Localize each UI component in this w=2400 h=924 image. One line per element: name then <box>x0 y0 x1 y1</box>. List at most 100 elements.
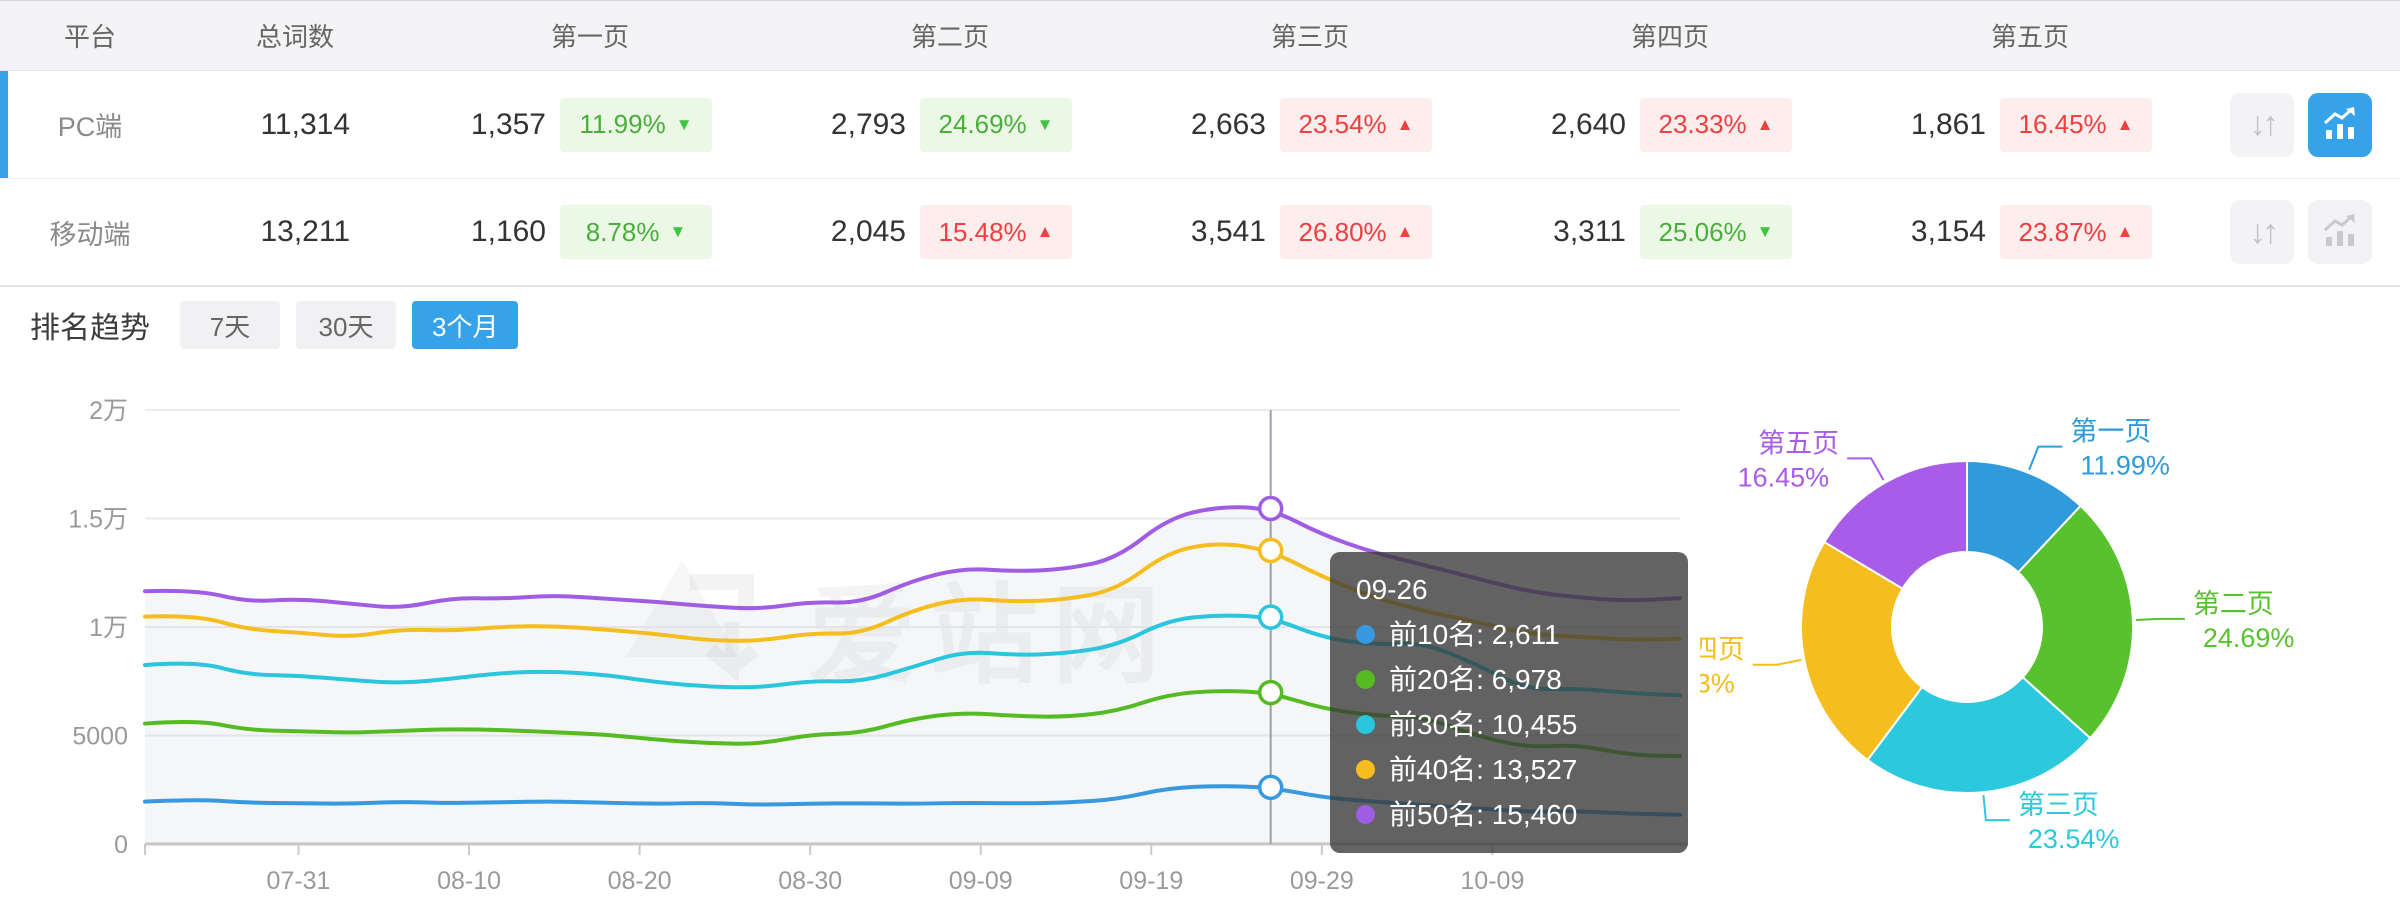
trend-down-icon: ▼ <box>675 114 693 134</box>
platform-label: 移动端 <box>49 219 131 250</box>
trend-down-icon: ▼ <box>669 222 687 241</box>
x-axis-label: 08-30 <box>778 867 842 895</box>
donut-label-line <box>1982 795 2010 822</box>
page1-count: 1,357 <box>470 107 546 141</box>
donut-label-name: 第五页 <box>1758 428 1839 458</box>
trend-up-icon: ▲ <box>2116 114 2134 134</box>
series-color-dot <box>1356 715 1375 734</box>
donut-label-line <box>1752 658 1802 666</box>
page5-pct-badge: 16.45% ▲ <box>2000 97 2152 152</box>
page2-count: 2,045 <box>830 215 906 248</box>
page5-count: 3,154 <box>1910 215 1986 248</box>
hover-marker-前30名 <box>1257 604 1284 630</box>
page1-count: 1,160 <box>470 215 546 248</box>
platform-label: PC端 <box>57 112 123 142</box>
sort-arrows-icon: ↓↑ <box>2249 212 2279 251</box>
trend-up-icon: ▲ <box>1036 222 1054 241</box>
trend-section-title: 排名趋势 <box>30 312 150 345</box>
y-axis-label: 1万 <box>89 614 128 642</box>
page5-pct-badge: 23.87% ▲ <box>2000 205 2152 259</box>
page2-count: 2,793 <box>830 107 906 141</box>
section-divider <box>0 285 2400 287</box>
range-30d-button[interactable]: 30天 <box>296 301 396 349</box>
table-row-pc[interactable]: PC端 11,314 1,357 11.99% ▼ 2,793 24.69% ▼ 2… <box>0 71 2400 178</box>
x-axis-label: 09-19 <box>1119 867 1183 895</box>
donut-slice-第五页[interactable] <box>1823 459 1968 590</box>
sort-arrows-icon: ↓↑ <box>2249 105 2279 143</box>
donut-slice-第二页[interactable] <box>2016 504 2134 740</box>
table-header: 平台 总词数 第一页 第二页 第三页 第四页 第五页 <box>0 1 2400 71</box>
page3-pct-badge: 23.54% ▲ <box>1280 97 1432 152</box>
donut-label-line <box>2135 617 2185 621</box>
range-3m-button[interactable]: 3个月 <box>412 301 519 349</box>
y-axis-label: 0 <box>114 831 128 859</box>
tooltip-series-value: 前10名: 2,611 <box>1389 619 1560 650</box>
page4-count: 2,640 <box>1550 107 1626 141</box>
donut-label-name: 第四页 <box>1700 635 1745 665</box>
donut-label-name: 第一页 <box>2070 417 2151 447</box>
y-axis-label: 1.5万 <box>68 506 128 534</box>
trend-down-icon: ▼ <box>1756 222 1774 241</box>
col-page4: 第四页 <box>1630 22 1709 52</box>
col-platform: 平台 <box>63 22 116 52</box>
sort-button[interactable]: ↓↑ <box>2230 200 2294 264</box>
page2-pct-badge: 15.48% ▲ <box>920 205 1072 259</box>
trend-chart-button[interactable] <box>2308 92 2372 157</box>
trend-down-icon: ▼ <box>1036 114 1054 134</box>
hover-marker-前40名 <box>1257 537 1284 564</box>
x-axis-label: 07-31 <box>267 867 331 895</box>
donut-label-name: 第二页 <box>2193 589 2274 619</box>
y-axis-label: 2万 <box>89 397 128 425</box>
hover-marker-前20名 <box>1257 679 1284 706</box>
col-page3: 第三页 <box>1270 22 1349 52</box>
hover-marker-前10名 <box>1257 774 1284 801</box>
page2-pct-badge: 24.69% ▼ <box>920 97 1072 152</box>
page3-count: 3,541 <box>1190 215 1266 248</box>
tooltip-series-value: 前50名: 15,460 <box>1389 799 1578 830</box>
trend-up-icon: ▲ <box>1396 222 1414 241</box>
trend-up-icon: ▲ <box>2116 222 2134 241</box>
page4-count: 3,311 <box>1553 215 1626 248</box>
tooltip-series-row: 前50名: 15,460 <box>1356 792 1662 837</box>
x-axis-label: 09-29 <box>1290 867 1354 895</box>
col-page1: 第一页 <box>550 22 629 52</box>
x-axis-label: 10-09 <box>1460 867 1524 895</box>
page4-pct-badge: 23.33% ▲ <box>1640 97 1792 152</box>
donut-label-line <box>2028 445 2063 471</box>
tooltip-series-value: 前20名: 6,978 <box>1389 664 1562 695</box>
trend-chart-button[interactable] <box>2308 200 2372 264</box>
donut-slice-第四页[interactable] <box>1800 540 1924 762</box>
page1-pct-badge: 8.78% ▼ <box>560 205 712 259</box>
x-axis-label: 08-10 <box>437 867 501 895</box>
donut-label-pct: 23.54% <box>2028 824 2120 854</box>
page3-pct-badge: 26.80% ▲ <box>1280 205 1432 259</box>
tooltip-series-value: 前40名: 13,527 <box>1389 754 1578 785</box>
series-color-dot <box>1356 805 1375 824</box>
range-7d-button[interactable]: 7天 <box>180 301 280 349</box>
donut-label-line <box>1847 457 1885 481</box>
series-color-dot <box>1356 760 1375 779</box>
page-distribution-donut-chart[interactable]: 第一页 11.99% 第二页 24.69% 第三页 23.54% 第四页 23.33% 第五页 1… <box>1643 377 2400 924</box>
trend-up-icon: ▲ <box>1396 114 1414 134</box>
page4-pct-badge: 25.06% ▼ <box>1640 205 1792 259</box>
page3-count: 2,663 <box>1190 107 1266 141</box>
tooltip-series-value: 前30名: 10,455 <box>1389 709 1578 740</box>
donut-slice-第三页[interactable] <box>1866 675 2092 794</box>
donut-label-pct: 16.45% <box>1738 462 1830 492</box>
donut-label-pct: 24.69% <box>2203 623 2295 653</box>
series-color-dot <box>1356 670 1375 689</box>
hover-marker-前50名 <box>1257 495 1284 522</box>
tooltip-series-row: 前20名: 6,978 <box>1356 657 1662 702</box>
tooltip-date: 09-26 <box>1356 574 1428 605</box>
series-color-dot <box>1356 625 1375 644</box>
col-page2: 第二页 <box>910 22 989 52</box>
col-total-words: 总词数 <box>255 22 334 52</box>
table-row-mobile[interactable]: 移动端 13,211 1,160 8.78% ▼ 2,045 15.48% ▲ 3,… <box>0 178 2400 285</box>
x-axis-label: 08-20 <box>608 867 672 895</box>
bar-chart-trend-icon <box>2323 214 2355 246</box>
page1-pct-badge: 11.99% ▼ <box>560 97 712 152</box>
sort-button[interactable]: ↓↑ <box>2230 92 2294 157</box>
donut-label-name: 第三页 <box>2018 790 2099 820</box>
total-words-value: 11,314 <box>260 107 350 141</box>
trend-up-icon: ▲ <box>1756 114 1774 134</box>
